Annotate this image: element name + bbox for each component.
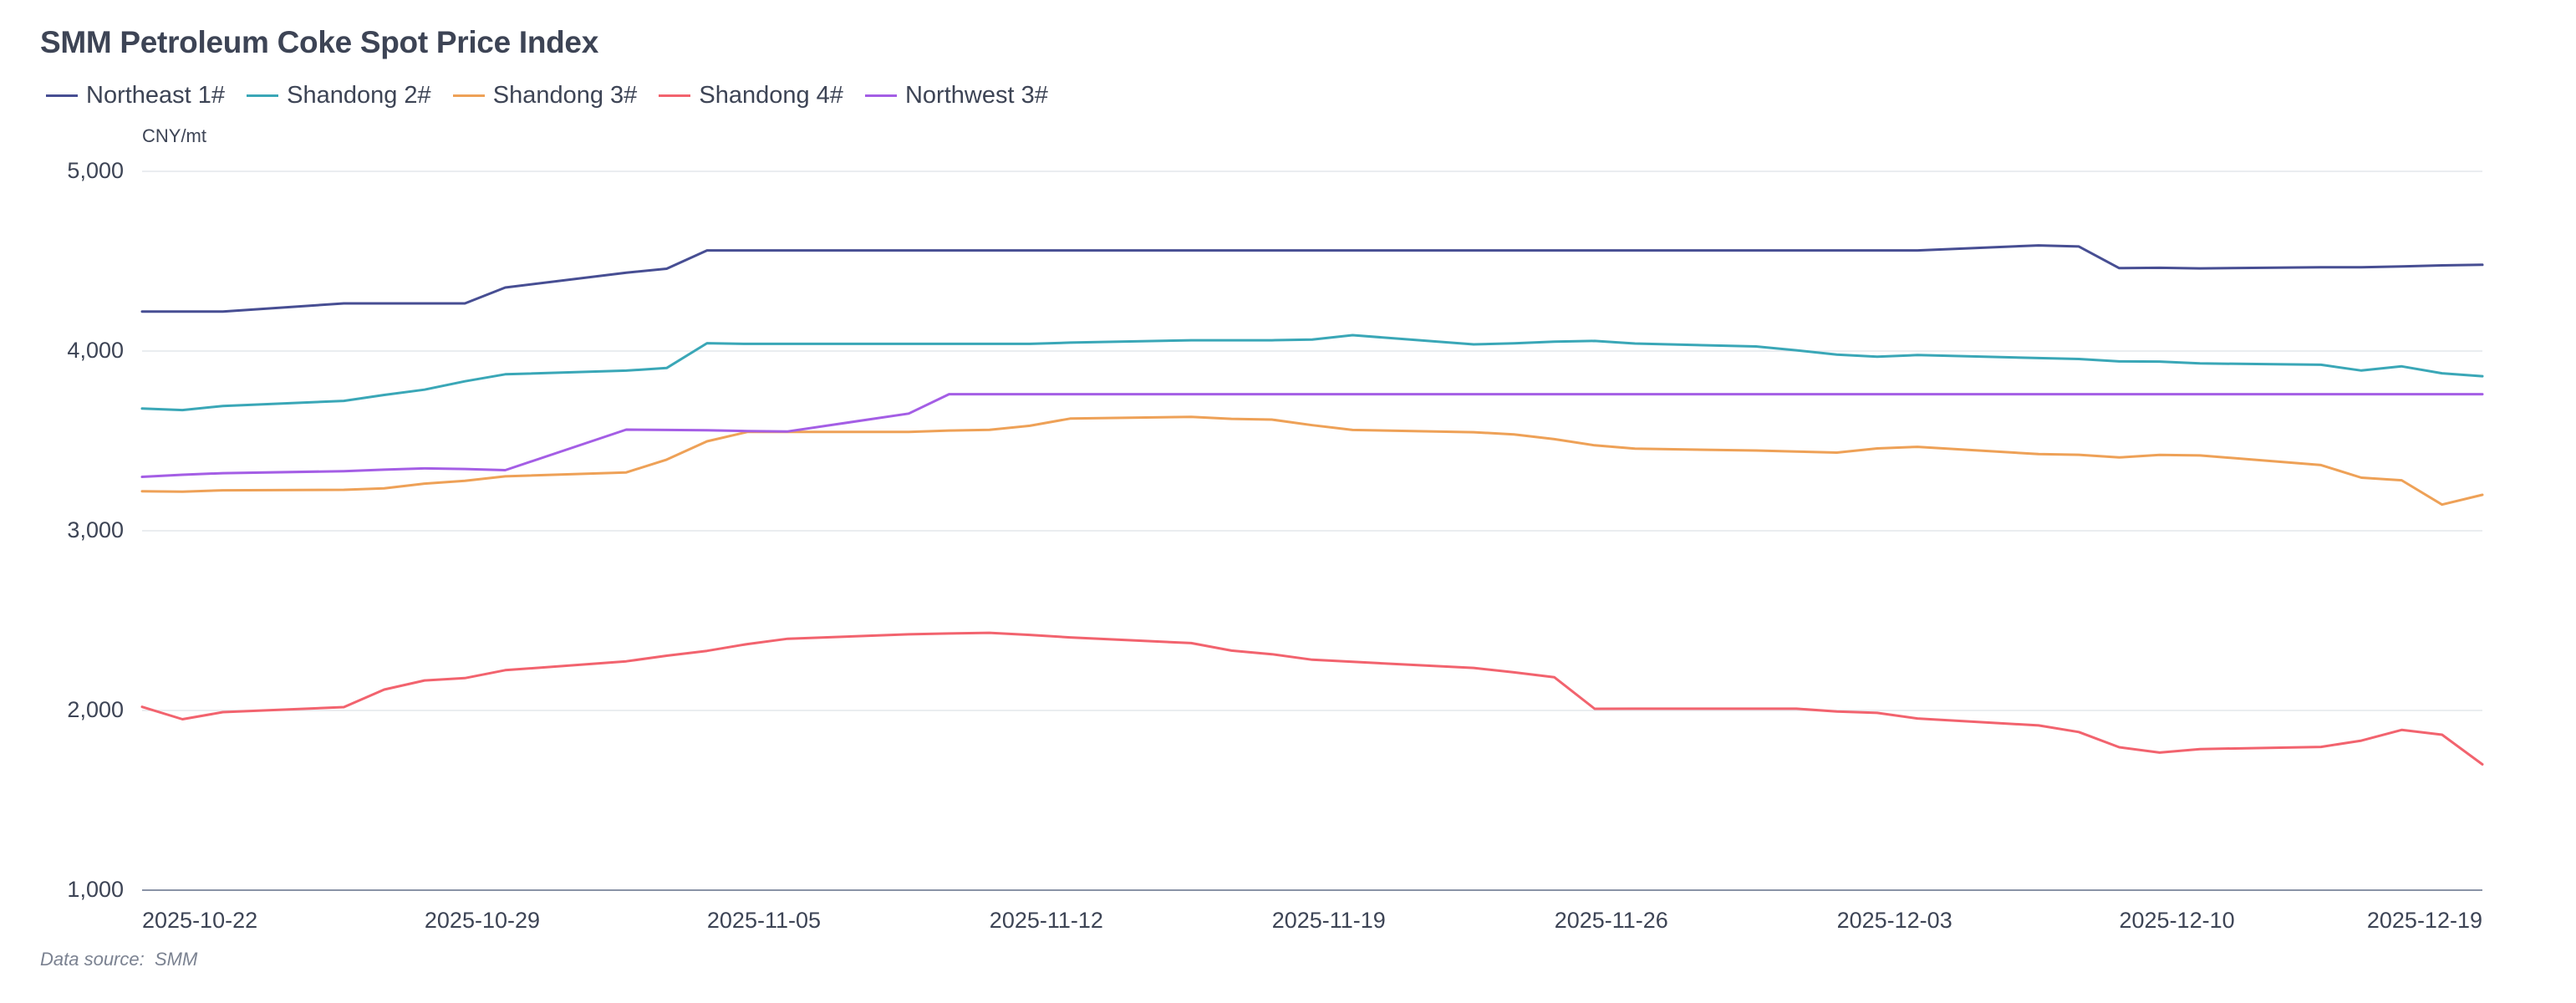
svg-text:2025-12-10: 2025-12-10 xyxy=(2120,908,2235,933)
svg-text:2025-12-03: 2025-12-03 xyxy=(1837,908,1952,933)
svg-text:1,000: 1,000 xyxy=(67,877,124,902)
svg-text:3,000: 3,000 xyxy=(67,517,124,542)
svg-text:2025-11-19: 2025-11-19 xyxy=(1272,908,1386,933)
svg-text:2025-12-19: 2025-12-19 xyxy=(2367,908,2482,933)
svg-text:2,000: 2,000 xyxy=(67,697,124,722)
svg-text:2025-11-12: 2025-11-12 xyxy=(990,908,1103,933)
svg-text:4,000: 4,000 xyxy=(67,338,124,363)
svg-text:2025-10-29: 2025-10-29 xyxy=(425,908,540,933)
svg-text:5,000: 5,000 xyxy=(67,158,124,183)
svg-text:2025-11-05: 2025-11-05 xyxy=(707,908,821,933)
svg-text:2025-10-22: 2025-10-22 xyxy=(142,908,257,933)
svg-text:2025-11-26: 2025-11-26 xyxy=(1555,908,1668,933)
